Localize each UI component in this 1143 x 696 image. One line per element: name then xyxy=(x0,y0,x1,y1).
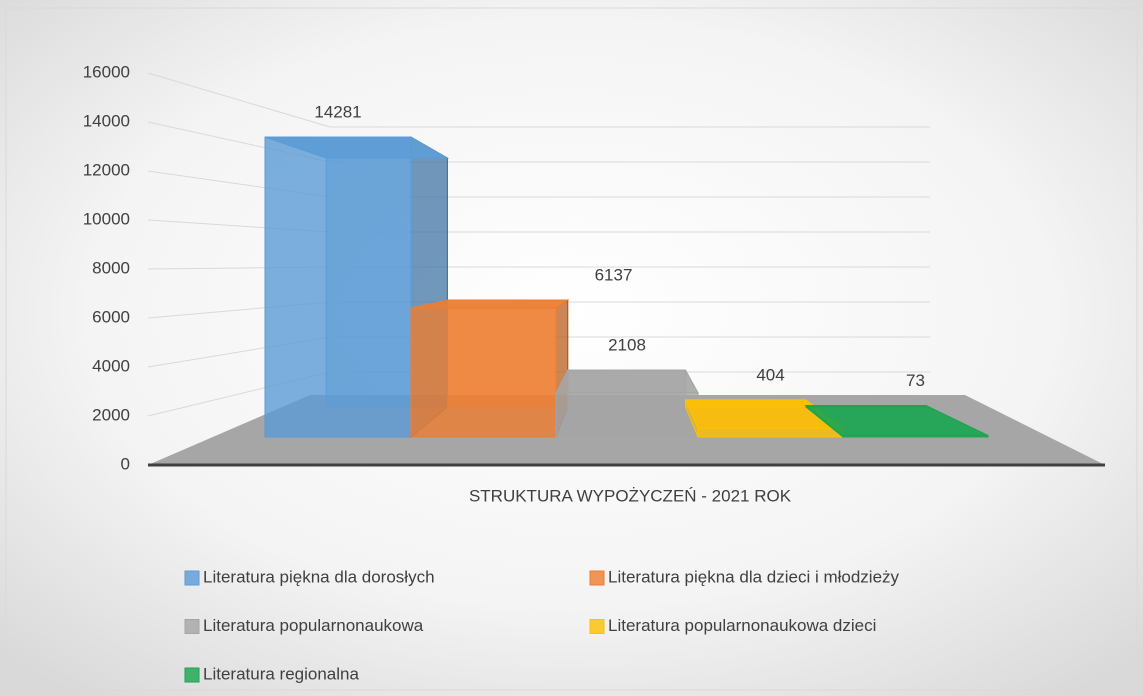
chart-border xyxy=(5,7,1138,691)
y-tick-label: 4000 xyxy=(92,356,130,375)
data-label: 2108 xyxy=(608,336,646,355)
bar xyxy=(684,399,845,438)
bar-top xyxy=(555,369,699,394)
y-tick-label: 0 xyxy=(121,454,130,473)
bar xyxy=(410,298,570,438)
data-label: 6137 xyxy=(595,265,633,284)
bar-front xyxy=(410,307,557,438)
data-label: 73 xyxy=(906,371,925,390)
bar xyxy=(555,369,699,438)
bar-front xyxy=(697,428,844,438)
legend-swatch xyxy=(184,619,200,634)
legend-label: Literatura regionalna xyxy=(203,664,359,683)
bar-front xyxy=(264,136,412,438)
y-tick-label: 16000 xyxy=(83,62,130,81)
legend-swatch xyxy=(589,619,605,634)
bar xyxy=(804,404,989,439)
y-tick-label: 8000 xyxy=(92,258,130,277)
legend-swatch xyxy=(184,570,200,586)
x-category-label: STRUKTURA WYPOŻYCZEŃ - 2021 ROK xyxy=(469,486,792,505)
y-tick-label: 10000 xyxy=(83,209,130,228)
legend-label: Literatura piękna dla dorosłych xyxy=(203,567,435,586)
bar-front xyxy=(842,434,989,438)
legend-label: Literatura piękna dla dzieci i młodzieży xyxy=(608,567,900,586)
y-tick-label: 14000 xyxy=(83,111,130,130)
y-tick-label: 12000 xyxy=(83,160,130,179)
grid-line xyxy=(147,72,930,128)
legend-label: Literatura popularnonaukowa dzieci xyxy=(608,616,876,635)
legend-swatch xyxy=(184,667,200,683)
y-tick-label: 6000 xyxy=(92,307,130,326)
legend-label: Literatura popularnonaukowa xyxy=(203,616,424,635)
bar-front xyxy=(555,392,699,438)
legend-swatch xyxy=(589,570,605,586)
data-label: 404 xyxy=(756,365,784,384)
data-label: 14281 xyxy=(314,103,361,122)
y-tick-label: 2000 xyxy=(92,405,130,424)
